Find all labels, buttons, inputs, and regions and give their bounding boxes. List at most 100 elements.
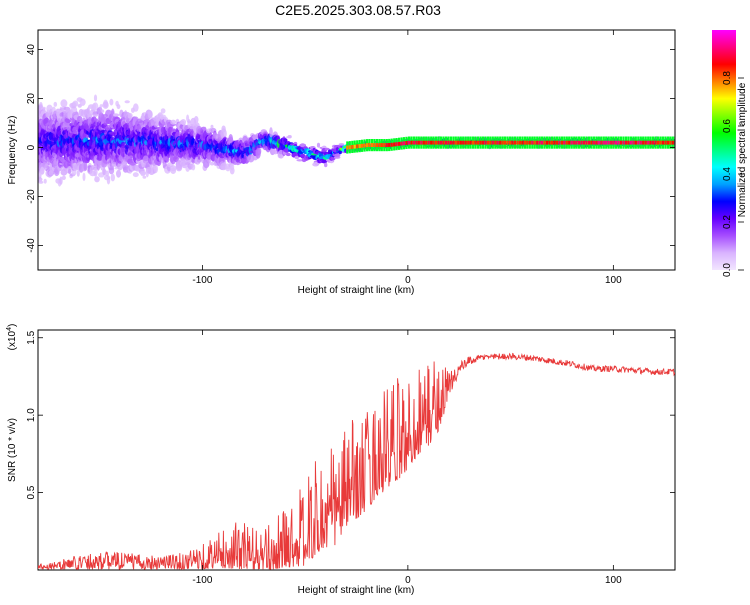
- spectrogram-cell: [334, 153, 341, 158]
- spectrogram-cell: [560, 140, 563, 145]
- spectrogram-cell: [629, 140, 632, 145]
- spectrogram-cell: [338, 149, 343, 155]
- spectrogram-frame: [37, 29, 676, 271]
- snr-series-line: [38, 352, 675, 570]
- spectrogram-cell: [565, 140, 568, 145]
- spectrogram-cell: [452, 140, 455, 145]
- spectrogram-cell: [417, 140, 420, 145]
- spectrogram-cell: [114, 113, 120, 117]
- spectrogram-cell: [459, 140, 462, 145]
- spectrogram-y-tick-label: -20: [26, 189, 37, 204]
- spectrogram-cell: [580, 140, 583, 145]
- snr-scale-label: (x104): [6, 324, 18, 351]
- spectrogram-cell: [60, 99, 68, 108]
- spectrogram-cell: [86, 107, 90, 115]
- snr-x-tick-label: 0: [405, 575, 411, 586]
- snr-y-tick-label: 1.0: [26, 408, 37, 422]
- spectrogram-cell: [368, 143, 371, 147]
- spectrogram-cell: [536, 140, 539, 145]
- spectrogram-cell: [509, 140, 512, 145]
- snr-y-tick-label: 1.5: [26, 330, 37, 344]
- spectrogram-cell: [489, 140, 492, 145]
- spectrogram-cell: [415, 140, 418, 145]
- spectrogram-cell: [619, 140, 623, 145]
- spectrogram-cell: [170, 167, 177, 174]
- spectrogram-cell: [578, 140, 581, 145]
- colorbar-tick-label: 0.6: [722, 119, 733, 133]
- spectrogram-cell: [296, 159, 304, 162]
- colorbar-tick-label: 0.0: [722, 263, 733, 277]
- spectrogram-cell: [449, 140, 452, 145]
- spectrogram-cell: [124, 100, 130, 104]
- spectrogram-cell: [457, 140, 460, 145]
- spectrogram-cell: [196, 157, 202, 163]
- spectrogram-cell: [59, 176, 63, 185]
- spectrogram-cell: [68, 168, 72, 175]
- spectrogram-cell: [652, 140, 655, 145]
- spectrogram-cell: [188, 166, 193, 170]
- spectrogram-cell: [93, 94, 98, 102]
- spectrogram-cell: [632, 140, 635, 145]
- spectrogram-panel: -100 0 100 -40 -20 0 20 40 Height of straight …: [7, 29, 676, 296]
- spectrogram-cell: [558, 140, 561, 145]
- spectrogram-y-tick-label: -40: [26, 238, 37, 253]
- spectrogram-cell: [597, 140, 600, 145]
- spectrogram-cell: [472, 140, 475, 145]
- spectrogram-heatmap: [38, 94, 675, 187]
- spectrogram-cell: [555, 140, 558, 145]
- colorbar: 0.0 0.2 0.4 0.6 0.8 Normalized spectral ampl…: [712, 30, 748, 277]
- spectrogram-cell: [407, 140, 411, 145]
- spectrogram-cell: [285, 152, 291, 157]
- snr-x-ticks: -100 0 100: [192, 330, 622, 586]
- spectrogram-cell: [590, 140, 593, 145]
- spectrogram-cell: [546, 140, 549, 145]
- spectrogram-cell: [38, 180, 44, 184]
- spectrogram-cell: [380, 143, 383, 147]
- spectrogram-cell: [285, 148, 289, 152]
- spectrogram-cell: [53, 101, 58, 107]
- spectrogram-cell: [395, 142, 398, 147]
- spectrogram-cell: [127, 112, 133, 119]
- spectrogram-cell: [338, 143, 345, 146]
- spectrogram-cell: [346, 145, 349, 150]
- spectrogram-cell: [467, 140, 470, 145]
- spectrogram-cell: [513, 140, 517, 145]
- spectrogram-cell: [398, 141, 401, 146]
- spectrogram-cell: [101, 109, 105, 113]
- spectrogram-cell: [600, 140, 603, 145]
- spectrogram-cell: [353, 144, 356, 149]
- spectrogram-cell: [644, 140, 647, 145]
- spectrogram-y-label: Frequency (Hz): [7, 116, 18, 185]
- spectrogram-cell: [116, 169, 121, 178]
- spectrogram-cell: [639, 140, 642, 145]
- spectrogram-cell: [496, 140, 499, 145]
- spectrogram-cell: [373, 143, 376, 147]
- spectrogram-cell: [462, 140, 465, 145]
- spectrogram-cell: [361, 143, 364, 148]
- spectrogram-cell: [582, 140, 586, 145]
- spectrogram-cell: [229, 167, 235, 175]
- spectrogram-cell: [393, 142, 396, 147]
- spectrogram-cell: [624, 140, 628, 145]
- spectrogram-cell: [351, 145, 354, 149]
- colorbar-tick-label: 0.8: [722, 71, 733, 85]
- snr-panel: -100 0 100 0.5 1.0 1.5 Height of straight li…: [6, 324, 676, 596]
- spectrogram-cell: [140, 171, 146, 177]
- spectrogram-cell: [410, 140, 413, 145]
- snr-y-label: SNR (10 * v/v): [7, 418, 18, 482]
- spectrogram-cell: [531, 140, 534, 145]
- spectrogram-cell: [533, 140, 536, 145]
- spectrogram-cell: [526, 140, 529, 145]
- spectrogram-y-tick-label: 20: [26, 93, 37, 105]
- spectrogram-cell: [102, 101, 109, 109]
- snr-x-tick-label: 100: [605, 575, 622, 586]
- spectrogram-cell: [366, 143, 369, 148]
- spectrogram-cell: [363, 143, 366, 148]
- spectrogram-cell: [210, 124, 214, 129]
- spectrogram-cell: [83, 161, 88, 171]
- spectrogram-cell: [476, 140, 480, 145]
- spectrogram-cell: [444, 140, 448, 145]
- spectrogram-cell: [454, 140, 457, 145]
- spectrogram-cell: [82, 172, 86, 182]
